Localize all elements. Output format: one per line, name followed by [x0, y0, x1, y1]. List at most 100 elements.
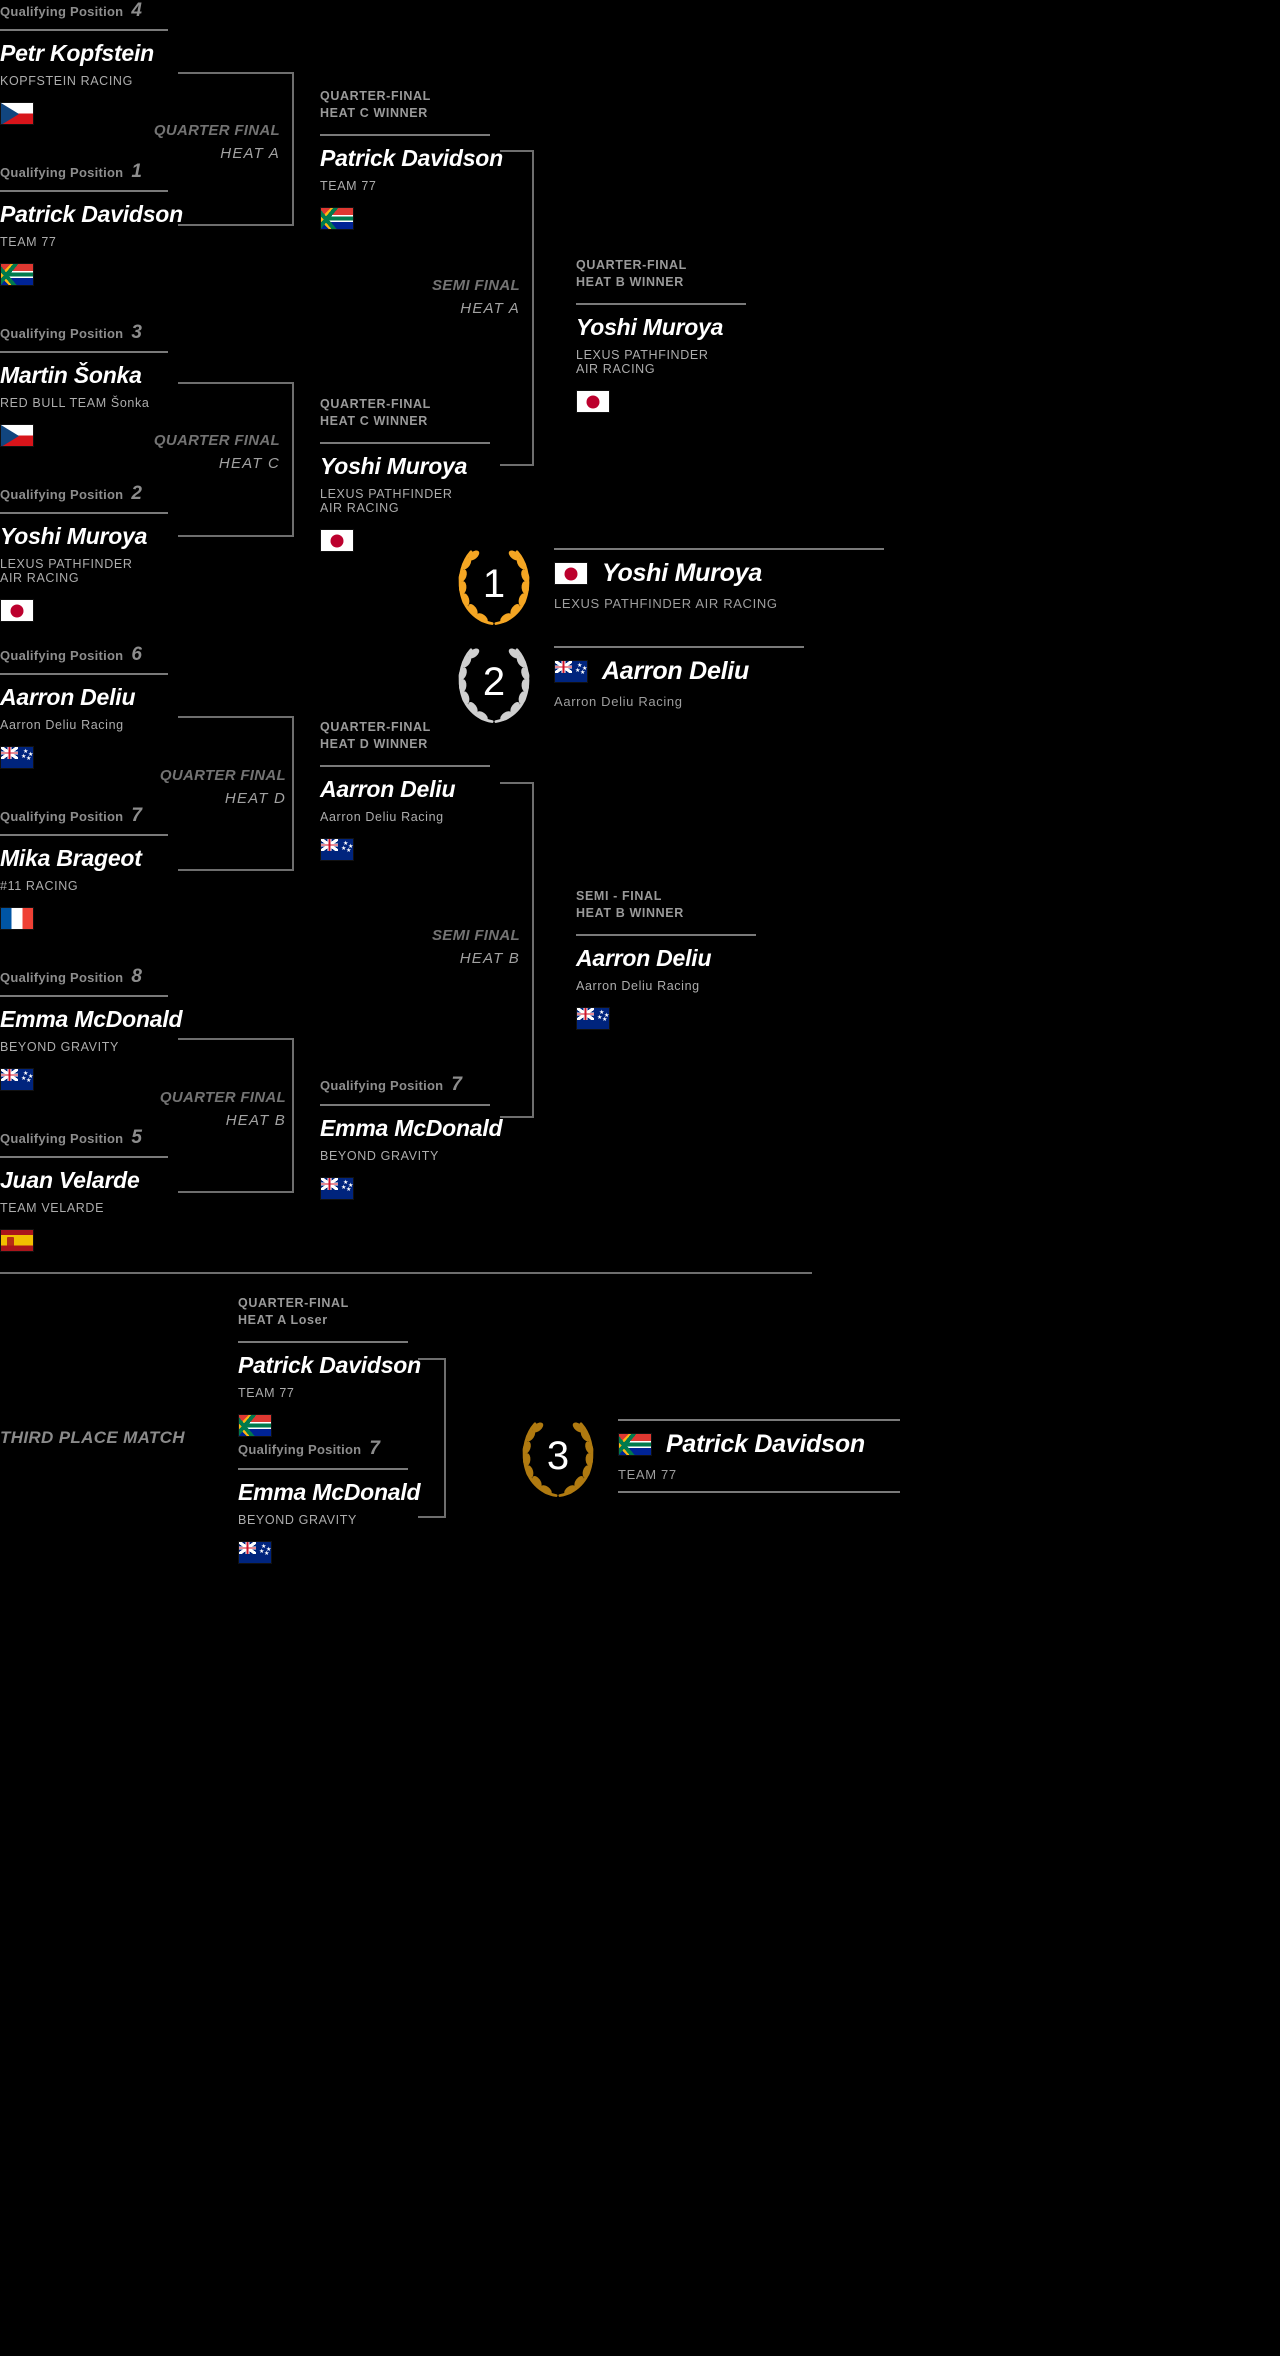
third-place-card[interactable]: QUARTER-FINAL HEAT A Loser Patrick Davids…	[238, 1295, 421, 1438]
flag-wrapper: ★ ★ ★ ★	[238, 1541, 408, 1565]
pilot-name: Juan Velarde	[0, 1167, 140, 1193]
laurel-wreath-bronze-icon: 3	[512, 1410, 604, 1502]
pilot-team: BEYOND GRAVITY	[238, 1513, 357, 1528]
pilot-name: Yoshi Muroya	[320, 452, 468, 479]
pilot-name: Patrick Davidson	[320, 144, 503, 171]
round1-card[interactable]: Qualifying Position 3 Martin Šonka RED BU…	[0, 322, 168, 448]
pilot-team: TEAM 77	[320, 179, 377, 194]
pilot-team: BEYOND GRAVITY	[0, 1040, 119, 1055]
heat-label-qf-b: QUARTER FINAL HEAT B	[159, 1089, 286, 1129]
divider-rule	[320, 1104, 490, 1106]
flag-za-icon	[618, 1433, 652, 1456]
pilot-team: Aarron Deliu Racing	[554, 694, 683, 709]
pilot-team: Aarron Deliu Racing	[320, 810, 444, 825]
round3-card[interactable]: SEMI - FINAL HEAT B WINNER Aarron Deliu A…	[576, 888, 756, 1031]
flag-wrapper	[238, 1414, 408, 1438]
divider-rule	[0, 834, 168, 836]
divider-rule	[238, 1340, 408, 1343]
flag-za-icon	[238, 1414, 272, 1438]
divider-rule	[320, 764, 490, 767]
third-place-match-title: THIRD PLACE MATCH	[0, 1428, 185, 1447]
divider-rule	[0, 1156, 168, 1158]
pilot-team: BEYOND GRAVITY	[320, 1149, 439, 1164]
flag-au-icon: ★ ★ ★ ★	[576, 1007, 610, 1031]
pilot-team: TEAM VELARDE	[0, 1201, 105, 1216]
divider-rule	[238, 1468, 408, 1470]
flag-wrapper	[0, 599, 168, 623]
pilot-team: LEXUS PATHFINDER AIR RACING	[554, 596, 778, 611]
flag-wrapper	[0, 102, 168, 126]
third-place-card[interactable]: Qualifying Position 7 Emma McDonald BEYON…	[238, 1438, 421, 1565]
podium-name-row: ★ ★ ★ ★ Aarron Deliu	[554, 648, 804, 686]
flag-au-icon: ★ ★ ★ ★	[554, 660, 588, 683]
round2-card[interactable]: QUARTER-FINAL HEAT C WINNER Patrick David…	[320, 88, 503, 231]
round1-card[interactable]: Qualifying Position 6 Aarron Deliu Aarron…	[0, 644, 168, 770]
pilot-team: Aarron Deliu Racing	[576, 979, 700, 994]
flag-wrapper	[576, 390, 746, 414]
pilot-name: Mika Brageot	[0, 845, 142, 871]
pilot-name: Emma McDonald	[238, 1479, 421, 1505]
pilot-team: LEXUS PATHFINDER AIR RACING	[576, 348, 709, 377]
flag-fr-icon	[0, 907, 34, 931]
source-label: QUARTER-FINAL HEAT C WINNER	[320, 89, 431, 120]
pilot-name: Martin Šonka	[0, 362, 142, 388]
round2-card[interactable]: Qualifying Position 7 Emma McDonald BEYON…	[320, 1074, 503, 1201]
pilot-name: Emma McDonald	[0, 1006, 183, 1032]
pilot-name: Aarron Deliu	[576, 944, 712, 971]
bracket-connector-third-place	[418, 1358, 446, 1518]
podium-entry-1[interactable]: 1 Yoshi Muroya LEXUS PATHFINDER AIR RACI…	[448, 538, 884, 630]
podium-info: ★ ★ ★ ★ Aarron Deliu Aarron Deliu Racing	[554, 646, 804, 718]
pilot-team: TEAM 77	[238, 1386, 295, 1401]
pilot-name: Yoshi Muroya	[602, 559, 762, 587]
heat-label-qf-d: QUARTER FINAL HEAT D	[159, 767, 286, 807]
pilot-team: LEXUS PATHFINDER AIR RACING	[320, 487, 453, 516]
heat-label-qf-c: QUARTER FINAL HEAT C	[153, 432, 280, 472]
laurel-wreath-gold-icon: 1	[448, 538, 540, 630]
pilot-team: Aarron Deliu Racing	[0, 718, 124, 733]
flag-za-icon	[0, 263, 34, 287]
qualifying-position-label: Qualifying Position 1	[0, 161, 142, 182]
bracket-connector-sf-b	[500, 782, 534, 1118]
qualifying-position-label: Qualifying Position 6	[0, 644, 142, 665]
divider-rule	[320, 133, 490, 136]
flag-wrapper: ★ ★ ★ ★	[0, 1068, 168, 1092]
round1-card[interactable]: Qualifying Position 7 Mika Brageot #11 RA…	[0, 805, 168, 931]
flag-wrapper	[0, 424, 168, 448]
laurel-wreath-silver-icon: 2	[448, 636, 540, 728]
round1-card[interactable]: Qualifying Position 8 Emma McDonald BEYON…	[0, 966, 183, 1092]
flag-cz-icon	[0, 102, 34, 126]
flag-wrapper	[320, 529, 490, 553]
podium-entry-2[interactable]: 2 ★ ★ ★ ★ Aarron Deliu Aarron Deliu Racing	[448, 636, 804, 728]
round1-card[interactable]: Qualifying Position 4 Petr Kopfstein KOPF…	[0, 0, 168, 126]
source-label: QUARTER-FINAL HEAT A Loser	[238, 1296, 349, 1327]
qualifying-position-label: Qualifying Position 3	[0, 322, 142, 343]
bracket-connector-qf-a	[178, 72, 294, 226]
round2-card[interactable]: QUARTER-FINAL HEAT D WINNER Aarron Deliu …	[320, 719, 490, 862]
place-number: 2	[482, 659, 506, 704]
bracket-connector-qf-d	[178, 716, 294, 871]
source-label: QUARTER-FINAL HEAT D WINNER	[320, 720, 431, 751]
pilot-name: Petr Kopfstein	[0, 40, 154, 66]
flag-wrapper: ★ ★ ★ ★	[320, 1177, 490, 1201]
round2-card[interactable]: QUARTER-FINAL HEAT C WINNER Yoshi Muroya …	[320, 396, 490, 553]
flag-es-icon	[0, 1229, 34, 1253]
pilot-name: Patrick Davidson	[238, 1351, 421, 1378]
place-number: 3	[546, 1433, 570, 1478]
pilot-name: Yoshi Muroya	[576, 313, 724, 340]
round1-card[interactable]: Qualifying Position 2 Yoshi Muroya LEXUS …	[0, 483, 168, 623]
divider-rule	[618, 1419, 900, 1421]
round1-card[interactable]: Qualifying Position 5 Juan Velarde TEAM V…	[0, 1127, 168, 1253]
qualifying-position-label: Qualifying Position 5	[0, 1127, 142, 1148]
podium-entry-3[interactable]: 3 Patrick Davidson TEAM 77	[512, 1410, 900, 1502]
divider-rule	[554, 646, 804, 648]
round1-card[interactable]: Qualifying Position 1 Patrick Davidson TE…	[0, 161, 183, 287]
divider-rule	[0, 673, 168, 675]
flag-za-icon	[320, 207, 354, 231]
podium-info: Patrick Davidson TEAM 77	[618, 1419, 900, 1493]
divider-rule	[0, 29, 168, 31]
pilot-name: Patrick Davidson	[666, 1430, 865, 1458]
source-label: Qualifying Position 7	[238, 1438, 380, 1459]
round3-card[interactable]: QUARTER-FINAL HEAT B WINNER Yoshi Muroya …	[576, 257, 746, 414]
pilot-team: TEAM 77	[0, 235, 57, 250]
heat-label-sf-a: SEMI FINAL HEAT A	[432, 277, 520, 317]
